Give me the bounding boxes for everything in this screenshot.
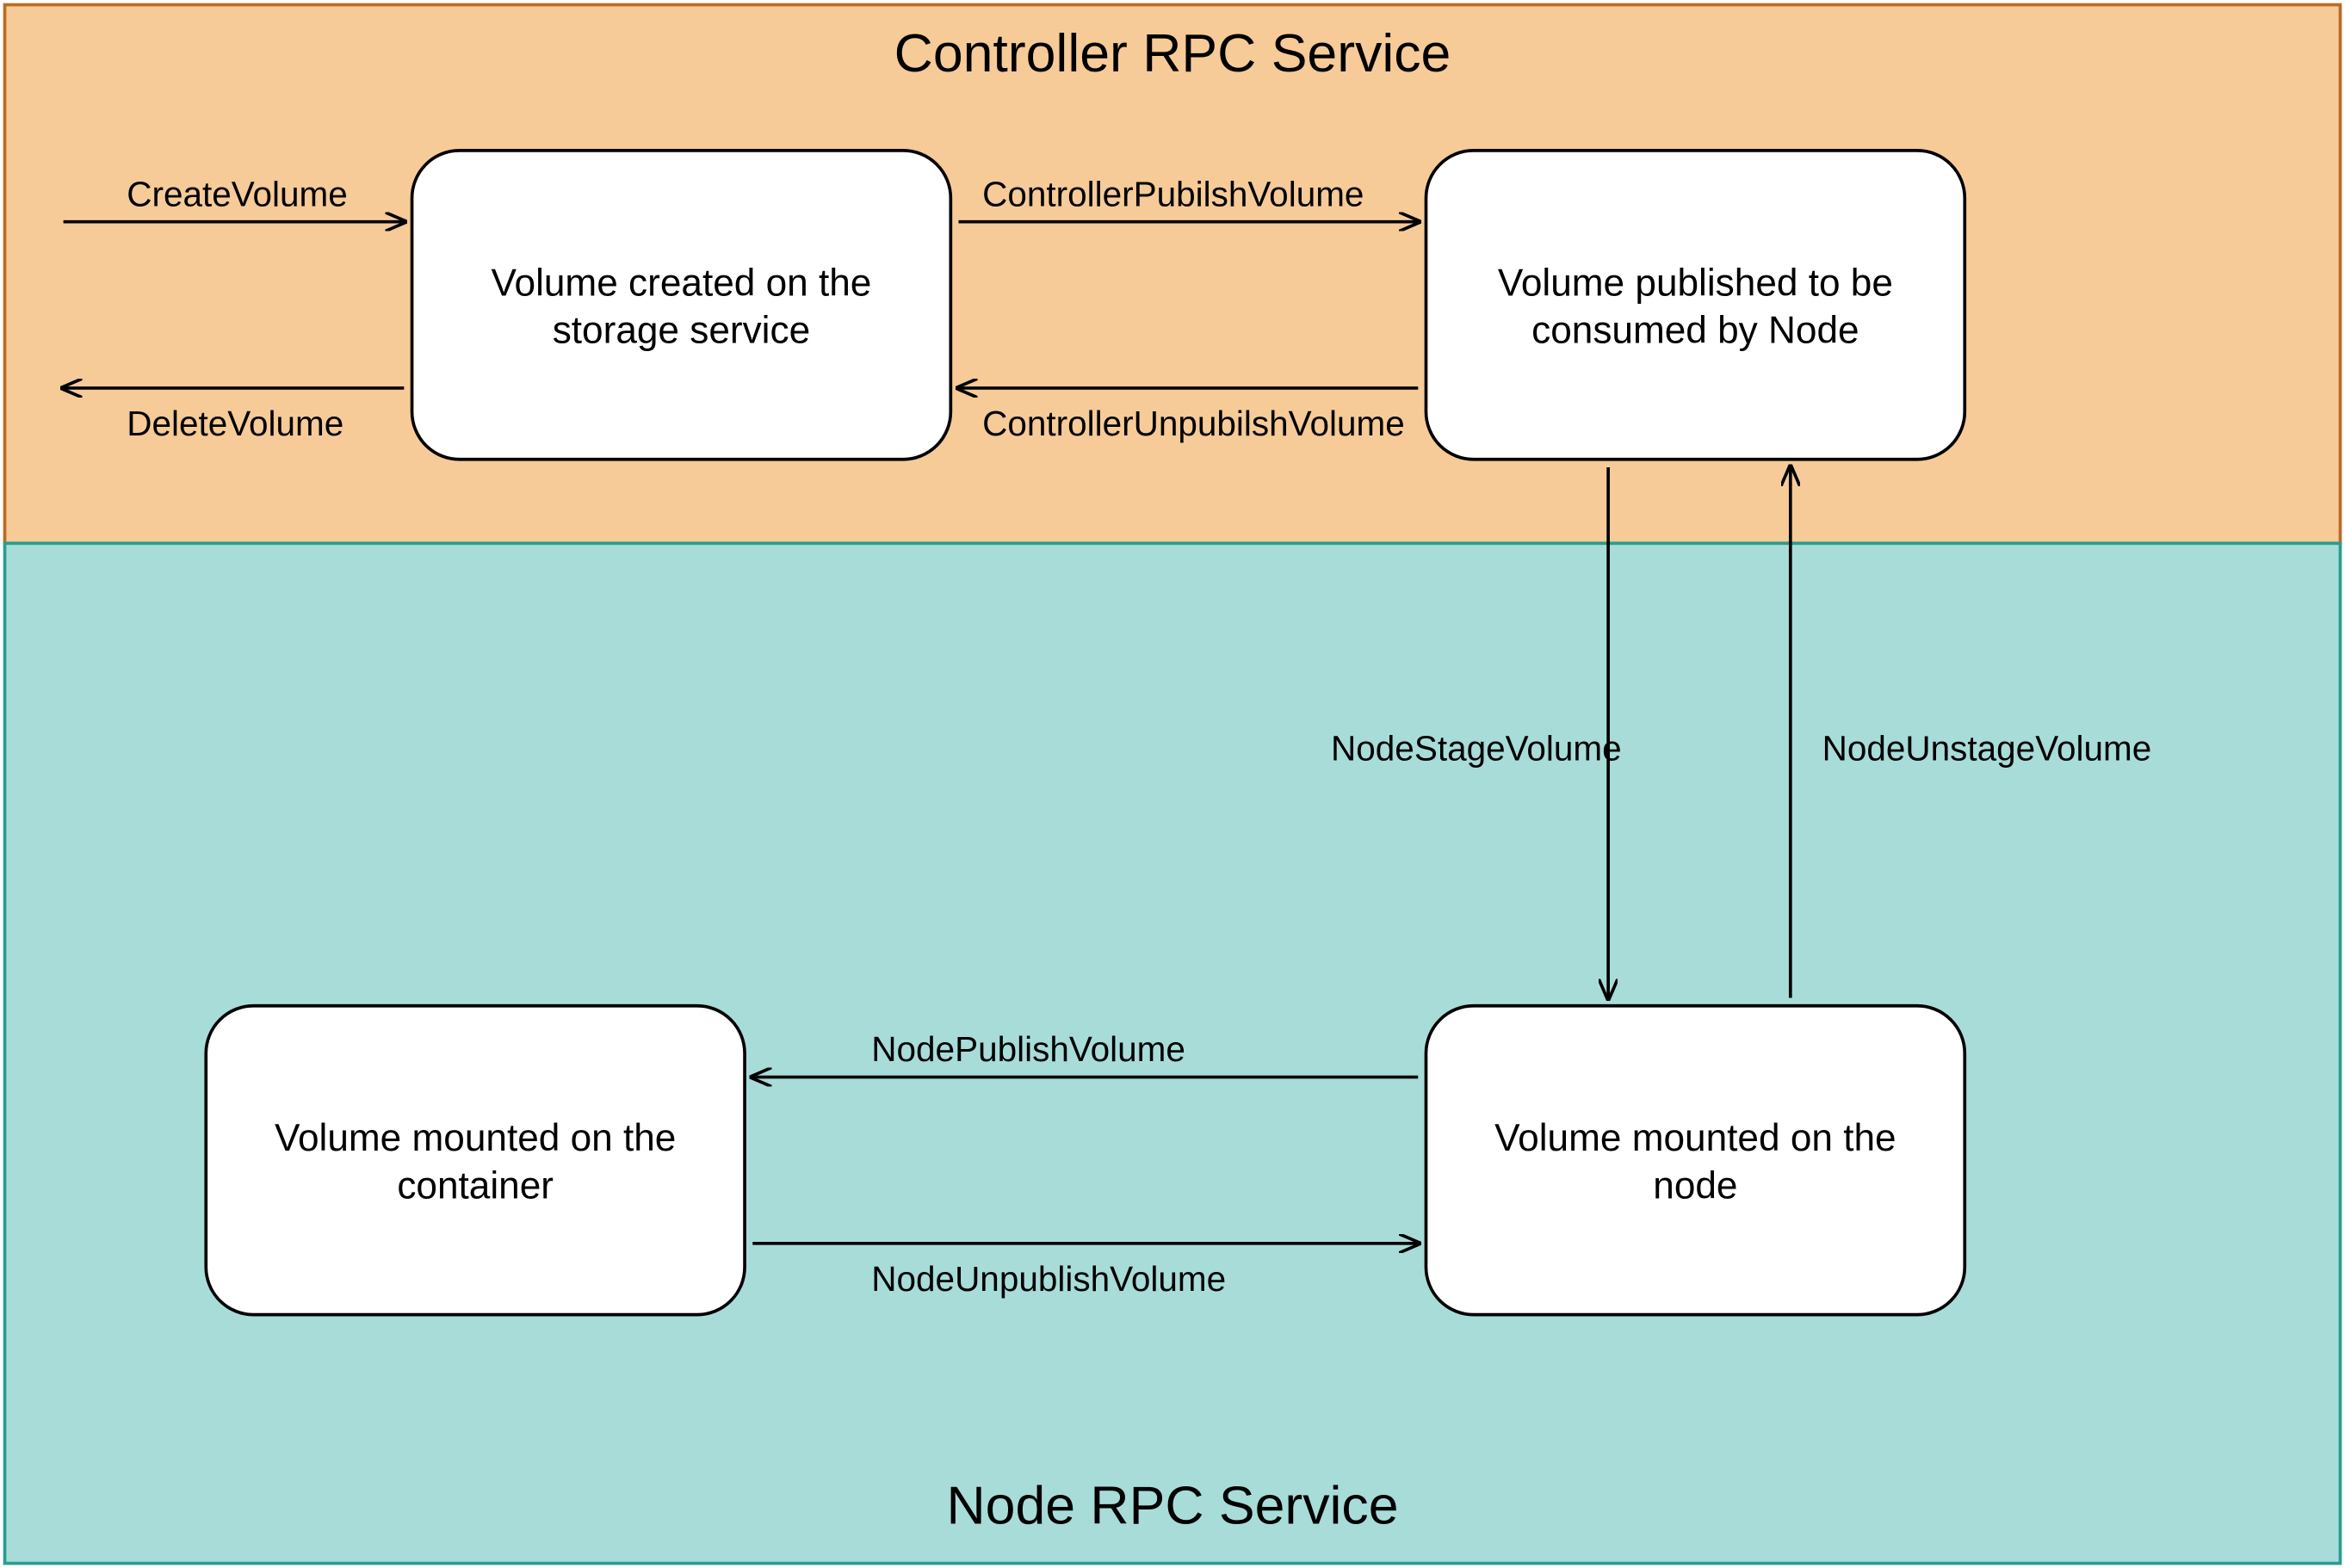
edge-cunpublish-label: ControllerUnpubilshVolume — [982, 404, 1405, 443]
edge-cpublish-label: ControllerPubilshVolume — [982, 174, 1364, 213]
node-created-label: Volume created on the — [491, 262, 871, 304]
controller-region-title: Controller RPC Service — [894, 23, 1451, 83]
node-oncontainer-label2: container — [397, 1164, 554, 1207]
node-published — [1426, 151, 1964, 460]
node-published-label: Volume published to be — [1498, 262, 1893, 304]
node-created — [412, 151, 951, 460]
edge-nunstage-label: NodeUnstageVolume — [1822, 728, 2152, 768]
diagram-canvas: Controller RPC Service Node RPC Service … — [0, 0, 2345, 1568]
node-onnode — [1426, 1006, 1964, 1315]
node-onnode-label2: node — [1653, 1164, 1737, 1207]
node-region-title: Node RPC Service — [946, 1476, 1398, 1536]
node-published-label2: consumed by Node — [1531, 309, 1859, 351]
edge-nstage-label: NodeStageVolume — [1331, 728, 1622, 768]
node-oncontainer-label: Volume mounted on the — [275, 1117, 676, 1159]
edge-create-label: CreateVolume — [127, 174, 348, 213]
controller-region — [5, 5, 2341, 544]
edge-npublish-label: NodePublishVolume — [871, 1029, 1185, 1069]
edge-delete-label: DeleteVolume — [127, 404, 343, 443]
node-onnode-label: Volume mounted on the — [1494, 1117, 1896, 1159]
node-created-label2: storage service — [553, 309, 810, 351]
edge-nunpublish-label: NodeUnpublishVolume — [871, 1259, 1226, 1299]
node-oncontainer — [206, 1006, 745, 1315]
